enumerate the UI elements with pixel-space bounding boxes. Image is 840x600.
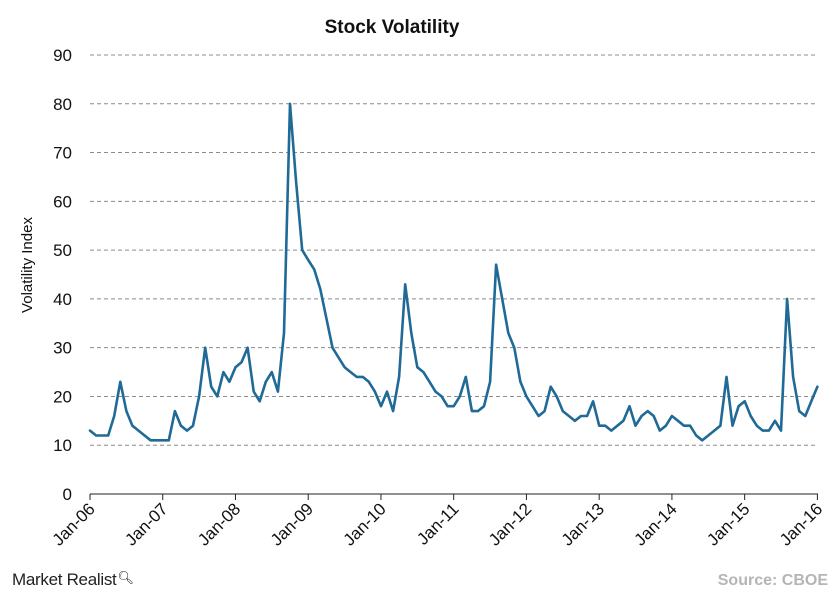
x-tick-label: Jan-16 — [776, 499, 826, 549]
y-axis-ticks: 0 10 20 30 40 50 60 70 80 90 — [53, 46, 72, 504]
x-axis-ticks: Jan-06 Jan-07 Jan-08 Jan-09 Jan-10 Jan-11 Jan-… — [49, 494, 826, 550]
x-tick-label: Jan-11 — [413, 499, 462, 548]
y-tick-label: 40 — [53, 290, 72, 309]
x-tick-label: Jan-06 — [49, 499, 99, 549]
x-tick-label: Jan-13 — [558, 499, 608, 549]
y-tick-label: 30 — [53, 339, 72, 358]
x-tick-label: Jan-08 — [194, 499, 244, 549]
y-tick-label: 80 — [53, 95, 72, 114]
magnifier-icon: 🔍︎ — [117, 570, 134, 585]
y-tick-label: 10 — [53, 436, 72, 455]
source-note: Source: CBOE — [717, 572, 828, 589]
x-tick-label: Jan-15 — [703, 499, 753, 549]
x-tick-label: Jan-14 — [631, 499, 681, 549]
brand-name: Market Realist — [12, 570, 117, 589]
y-axis-label: Volatility Index — [19, 217, 36, 313]
x-tick-label: Jan-07 — [121, 499, 171, 549]
y-tick-label: 70 — [53, 144, 72, 163]
y-tick-label: 20 — [53, 387, 72, 406]
x-tick-label: Jan-09 — [267, 499, 317, 549]
series-layer — [88, 102, 819, 442]
y-tick-label: 50 — [53, 241, 72, 260]
y-tick-label: 60 — [53, 192, 72, 211]
gridlines — [90, 54, 818, 446]
chart-title: Stock Volatility — [325, 17, 460, 38]
x-tick-label: Jan-12 — [485, 499, 535, 549]
series-line — [88, 102, 819, 442]
x-tick-label: Jan-10 — [340, 499, 390, 549]
brand-logo: Market Realist🔍︎ — [12, 570, 134, 590]
y-tick-label: 90 — [53, 46, 72, 65]
y-tick-label: 0 — [63, 485, 72, 504]
